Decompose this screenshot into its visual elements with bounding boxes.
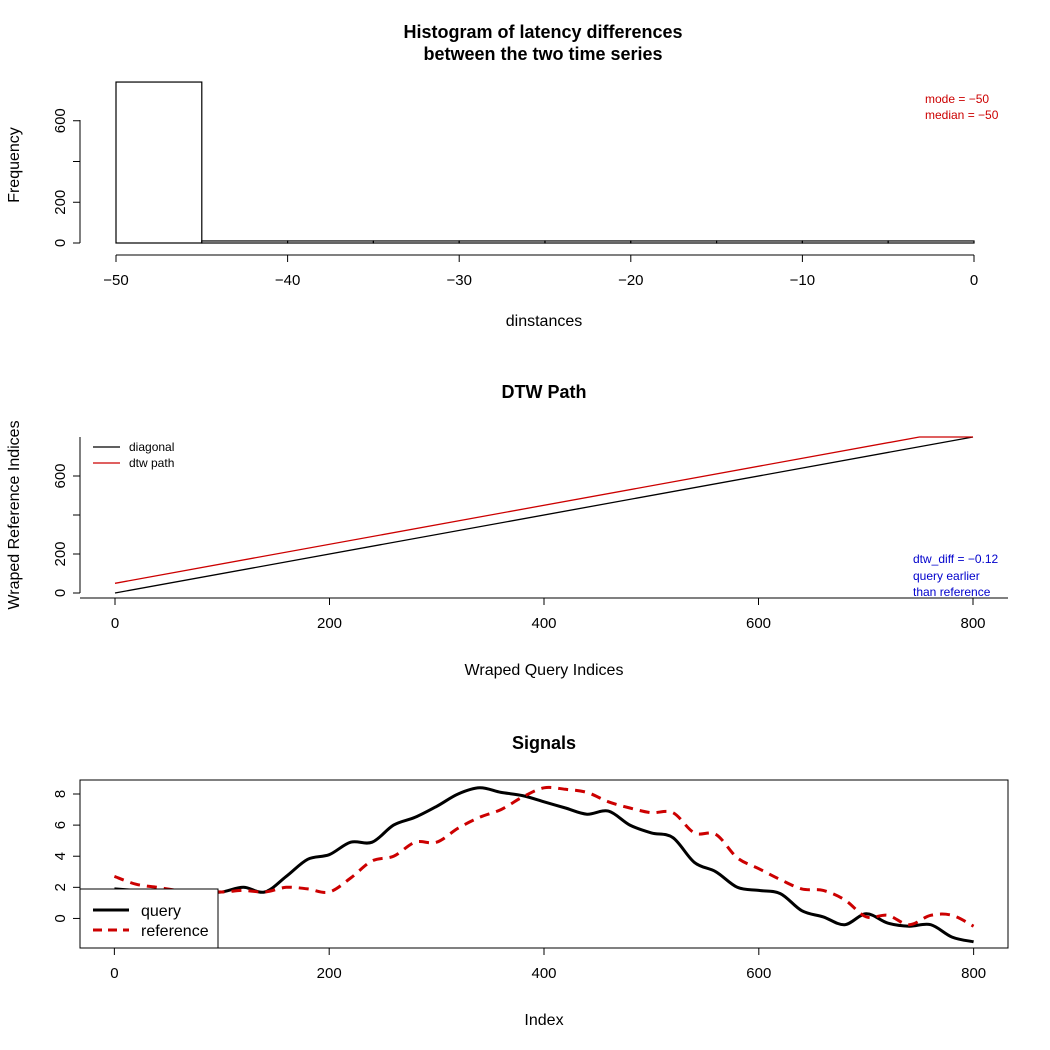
- dtw-y-label: Wraped Reference Indices: [6, 420, 23, 609]
- dtw-x-tick-label: 800: [960, 615, 985, 632]
- dtw-query-earlier-annotation: query earlier: [913, 569, 980, 583]
- dtw-x-tick-label: 400: [531, 615, 556, 632]
- signals-y-tick-label: 2: [52, 883, 69, 891]
- signal-line-query: [114, 786, 974, 944]
- histogram-x-tick-label: −20: [618, 272, 643, 289]
- histogram-bar: [287, 240, 375, 244]
- dtw-diff-annotation: dtw_diff = −0.12: [913, 552, 999, 566]
- signals-series: [113, 785, 975, 944]
- signals-x-tick-label: 600: [746, 965, 771, 982]
- dtw-line-dtw-path: [114, 436, 973, 584]
- histogram-bar: [801, 240, 889, 244]
- dtw-series: [114, 436, 974, 594]
- signals-panel: Signals 0 200 400 600 800 0 2 4 6 8 Index query …: [52, 733, 1009, 1029]
- histogram-y-ticks: 0 200 600: [52, 108, 80, 247]
- signals-x-label: Index: [524, 1012, 563, 1029]
- histogram-bar: [458, 240, 546, 244]
- signals-plot-box: [79, 779, 1009, 949]
- dtw-title: DTW Path: [502, 382, 587, 402]
- histogram-x-tick-label: −40: [275, 272, 300, 289]
- histogram-bars: [115, 81, 975, 244]
- dtw-y-tick-label: 0: [52, 589, 69, 597]
- histogram-bar: [115, 81, 203, 244]
- signals-title: Signals: [512, 733, 576, 753]
- histogram-x-tick-label: −30: [446, 272, 471, 289]
- signals-y-tick-label: 4: [52, 852, 69, 860]
- dtw-y-tick-label: 200: [52, 541, 69, 566]
- histogram-panel: Histogram of latency differences between…: [6, 22, 999, 330]
- signal-line-reference: [113, 785, 975, 928]
- histogram-x-tick-label: −10: [790, 272, 815, 289]
- dtw-y-tick-label: 600: [52, 463, 69, 488]
- histogram-x-label: dinstances: [506, 313, 583, 330]
- histogram-y-tick-label: 200: [52, 190, 69, 215]
- signals-x-tick-label: 800: [961, 965, 986, 982]
- dtw-legend: diagonal dtw path: [93, 440, 174, 470]
- histogram-bar: [544, 240, 632, 244]
- dtw-x-tick-label: 600: [746, 615, 771, 632]
- dtw-x-label: Wraped Query Indices: [465, 662, 624, 679]
- histogram-bar: [715, 240, 803, 244]
- signals-y-tick-label: 6: [52, 821, 69, 829]
- histogram-bar: [201, 240, 289, 244]
- histogram-bar: [630, 240, 718, 244]
- signals-x-tick-label: 200: [317, 965, 342, 982]
- signals-legend-box: [79, 888, 219, 949]
- histogram-title-line2: between the two time series: [423, 44, 662, 64]
- histogram-y-tick-label: 600: [52, 108, 69, 133]
- dtw-x-tick-label: 0: [111, 615, 119, 632]
- histogram-mode-annotation: mode = −50: [925, 92, 989, 106]
- dtw-x-ticks: 0 200 400 600 800: [111, 598, 986, 632]
- signals-y-tick-label: 8: [52, 790, 69, 798]
- histogram-y-tick-label: 0: [52, 239, 69, 247]
- histogram-x-tick-label: −50: [103, 272, 128, 289]
- dtw-x-tick-label: 200: [317, 615, 342, 632]
- signals-x-tick-label: 0: [110, 965, 118, 982]
- histogram-bar: [887, 240, 975, 244]
- dtw-panel: DTW Path 0 200 400 600 800 0 200 600 Wraped Qu…: [6, 382, 1008, 679]
- signals-legend-label-query: query: [141, 903, 181, 920]
- histogram-x-ticks: −50 −40 −30 −20 −10 0: [103, 255, 978, 289]
- signals-legend: query reference: [79, 888, 219, 949]
- histogram-y-label: Frequency: [6, 127, 23, 203]
- signals-y-tick-label: 0: [52, 914, 69, 922]
- histogram-bar: [372, 240, 460, 244]
- histogram-title-line1: Histogram of latency differences: [403, 22, 682, 42]
- dtw-legend-label-diagonal: diagonal: [129, 440, 174, 454]
- signals-legend-label-reference: reference: [141, 923, 209, 940]
- dtw-than-reference-annotation: than reference: [913, 585, 991, 599]
- signals-x-tick-label: 400: [531, 965, 556, 982]
- signals-x-ticks: 0 200 400 600 800: [110, 948, 986, 982]
- signals-y-ticks: 0 2 4 6 8: [52, 790, 80, 923]
- histogram-median-annotation: median = −50: [925, 108, 999, 122]
- dtw-line-diagonal: [114, 436, 974, 594]
- histogram-x-tick-label: 0: [970, 272, 978, 289]
- dtw-legend-label-dtw-path: dtw path: [129, 456, 174, 470]
- dtw-y-ticks: 0 200 600: [52, 463, 80, 597]
